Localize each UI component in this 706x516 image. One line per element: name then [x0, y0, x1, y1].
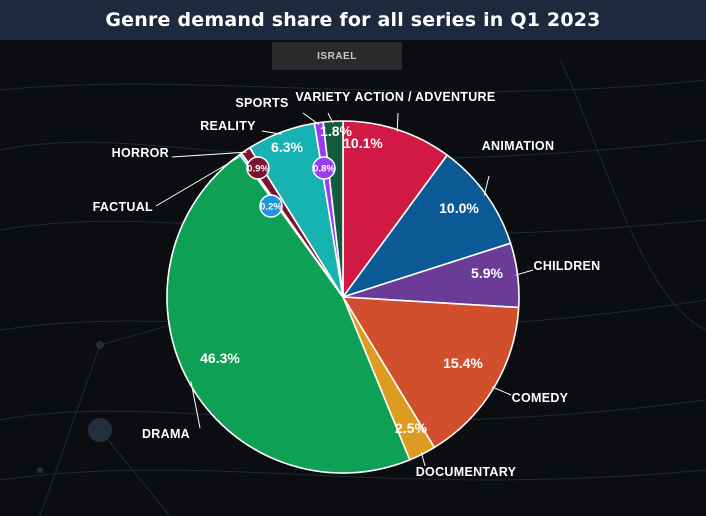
value-label-horror: 0.9%	[247, 164, 269, 175]
leader-line-sports	[302, 112, 320, 126]
leader-line-documentary	[420, 452, 426, 467]
background-line	[0, 469, 706, 481]
leader-line-children	[515, 269, 534, 276]
value-label-drama: 46.3%	[200, 350, 240, 366]
value-label-variety: 1.8%	[320, 123, 352, 139]
background-line	[0, 79, 706, 93]
leader-lines	[155, 112, 534, 467]
value-label-action-adventure: 10.1%	[343, 135, 383, 151]
value-badge-factual	[259, 194, 283, 218]
leader-line-animation	[483, 175, 490, 196]
value-label-comedy: 15.4%	[443, 355, 483, 371]
background-node	[96, 341, 104, 349]
value-labels: 10.1% 10.0% 5.9% 15.4% 2.5% 46.3% 0.2% 0.9%6.3%…	[200, 123, 503, 436]
category-labels: ACTION / ADVENTURE ANIMATION CHILDREN COMED…	[93, 90, 601, 479]
category-label-children: CHILDREN	[534, 259, 601, 273]
category-label-animation: ANIMATION	[482, 139, 555, 153]
value-label-documentary: 2.5%	[395, 420, 427, 436]
background-node	[88, 418, 112, 442]
category-label-horror: HORROR	[112, 146, 169, 160]
value-label-factual: 0.2%	[260, 202, 282, 213]
value-badge-horror	[246, 156, 270, 180]
leader-line-factual	[155, 155, 243, 207]
value-badge-sports	[312, 156, 336, 180]
category-label-variety: VARIETY	[295, 90, 351, 104]
pie-slice-animation[interactable]	[342, 154, 512, 298]
value-label-reality: 6.3%	[271, 139, 303, 155]
category-label-documentary: DOCUMENTARY	[416, 465, 517, 479]
value-label-sports: 0.8%	[313, 164, 335, 175]
leader-line-action-adventure	[396, 112, 399, 132]
pie-slices	[166, 120, 520, 474]
category-label-reality: REALITY	[200, 119, 256, 133]
value-label-children: 5.9%	[471, 265, 503, 281]
value-badges	[246, 156, 336, 218]
background-node	[37, 467, 43, 473]
leader-line-reality	[261, 130, 282, 135]
category-label-drama: DRAMA	[142, 427, 190, 441]
leader-line-comedy	[491, 386, 512, 396]
background-line	[559, 59, 706, 331]
region-tab[interactable]: ISRAEL	[272, 42, 402, 70]
pie-slice-drama[interactable]	[166, 153, 411, 474]
chart-title: Genre demand share for all series in Q1 …	[105, 9, 601, 31]
background-line	[99, 429, 171, 516]
region-label: ISRAEL	[317, 50, 357, 62]
category-label-sports: SPORTS	[235, 96, 288, 110]
leader-line-drama	[190, 381, 201, 429]
chart-header: Genre demand share for all series in Q1 …	[0, 0, 706, 40]
category-label-factual: FACTUAL	[93, 200, 153, 214]
leader-line-variety	[327, 112, 334, 124]
category-label-comedy: COMEDY	[512, 391, 569, 405]
category-label-action-adventure: ACTION / ADVENTURE	[354, 90, 495, 104]
leader-line-horror	[171, 151, 247, 158]
pie-slice-action-adventure[interactable]	[342, 120, 448, 298]
value-label-animation: 10.0%	[439, 200, 479, 216]
